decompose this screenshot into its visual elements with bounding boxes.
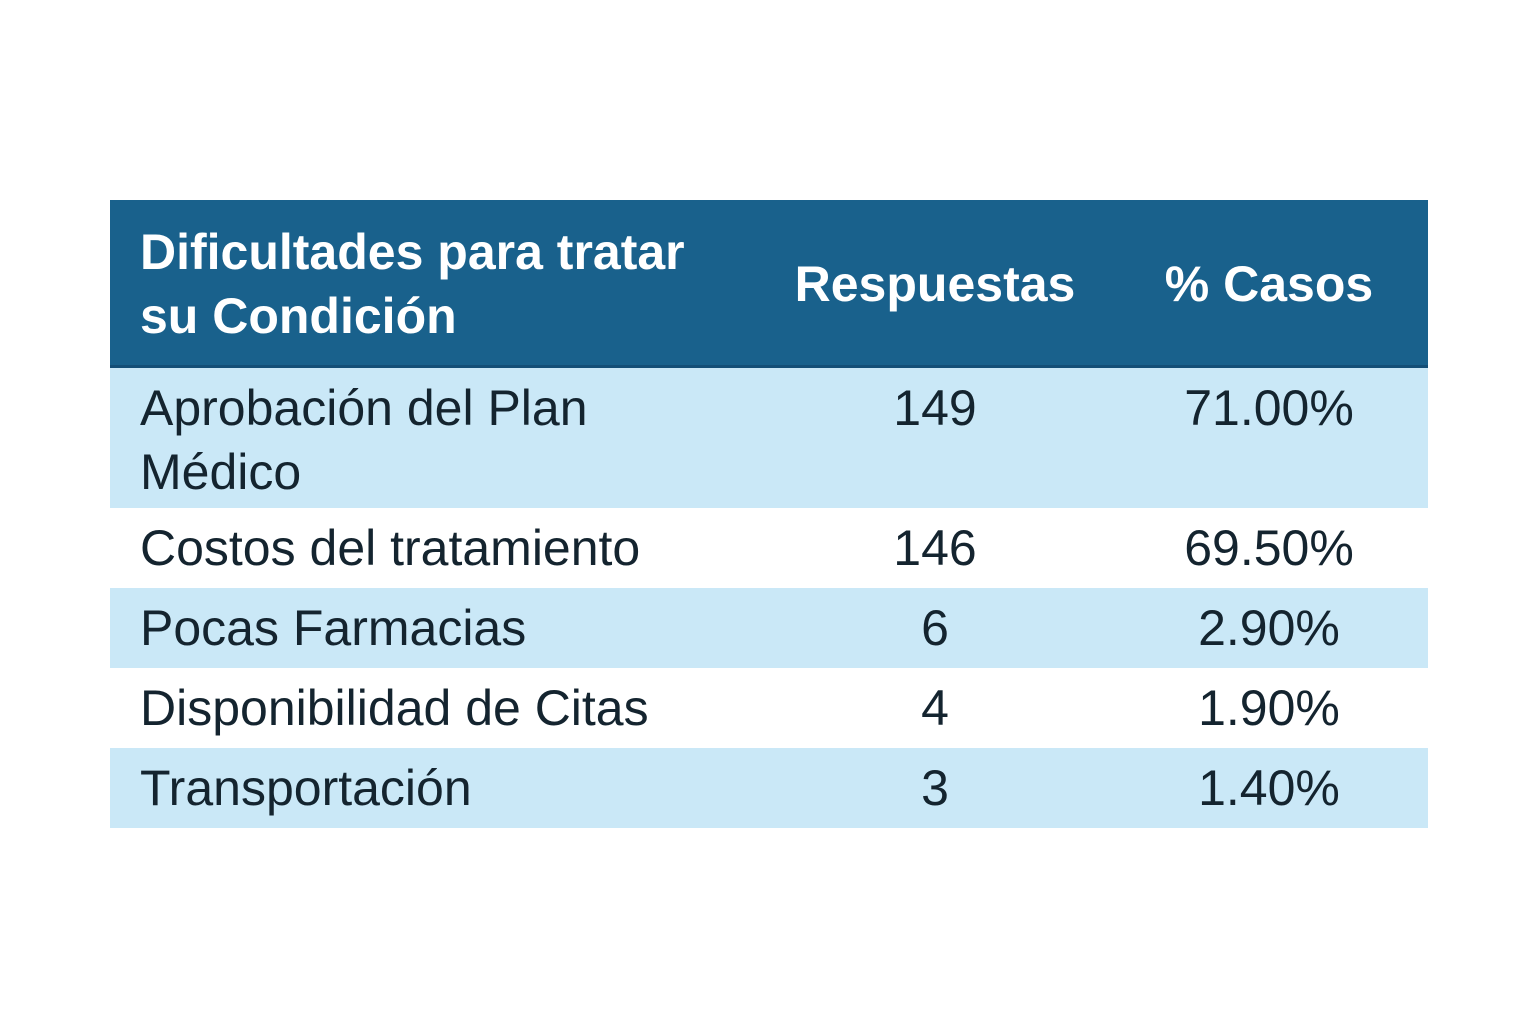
table-row: Disponibilidad de Citas 4 1.90% xyxy=(110,668,1428,748)
table-header-row: Dificultades para tratar su Condición Re… xyxy=(110,200,1428,368)
cases-column-header: % Casos xyxy=(1164,256,1374,312)
responses-cell: 6 xyxy=(921,600,949,656)
row-label-cell: Costos del tratamiento xyxy=(140,520,641,576)
table-row: Pocas Farmacias 6 2.90% xyxy=(110,588,1428,668)
cases-cell: 1.90% xyxy=(1198,680,1340,736)
cases-cell: 71.00% xyxy=(1184,380,1354,436)
responses-column-header: Respuestas xyxy=(794,256,1076,312)
row-label-cell: Aprobación del Plan Médico xyxy=(140,380,588,500)
table-row: Costos del tratamiento 146 69.50% xyxy=(110,508,1428,588)
responses-cell: 4 xyxy=(921,680,949,736)
cases-cell: 69.50% xyxy=(1184,520,1354,576)
row-label-cell: Pocas Farmacias xyxy=(140,600,527,656)
table-row: Aprobación del Plan Médico 149 71.00% xyxy=(110,368,1428,508)
row-label-cell: Disponibilidad de Citas xyxy=(140,680,649,736)
responses-cell: 3 xyxy=(921,760,949,816)
cases-cell: 2.90% xyxy=(1198,600,1340,656)
row-label-cell: Transportación xyxy=(140,760,472,816)
difficulties-table: Dificultades para tratar su Condición Re… xyxy=(110,200,1428,828)
responses-cell: 149 xyxy=(893,380,977,436)
cases-cell: 1.40% xyxy=(1198,760,1340,816)
responses-cell: 146 xyxy=(893,520,977,576)
difficulty-column-header: Dificultades para tratar su Condición xyxy=(140,224,685,344)
table-row: Transportación 3 1.40% xyxy=(110,748,1428,828)
